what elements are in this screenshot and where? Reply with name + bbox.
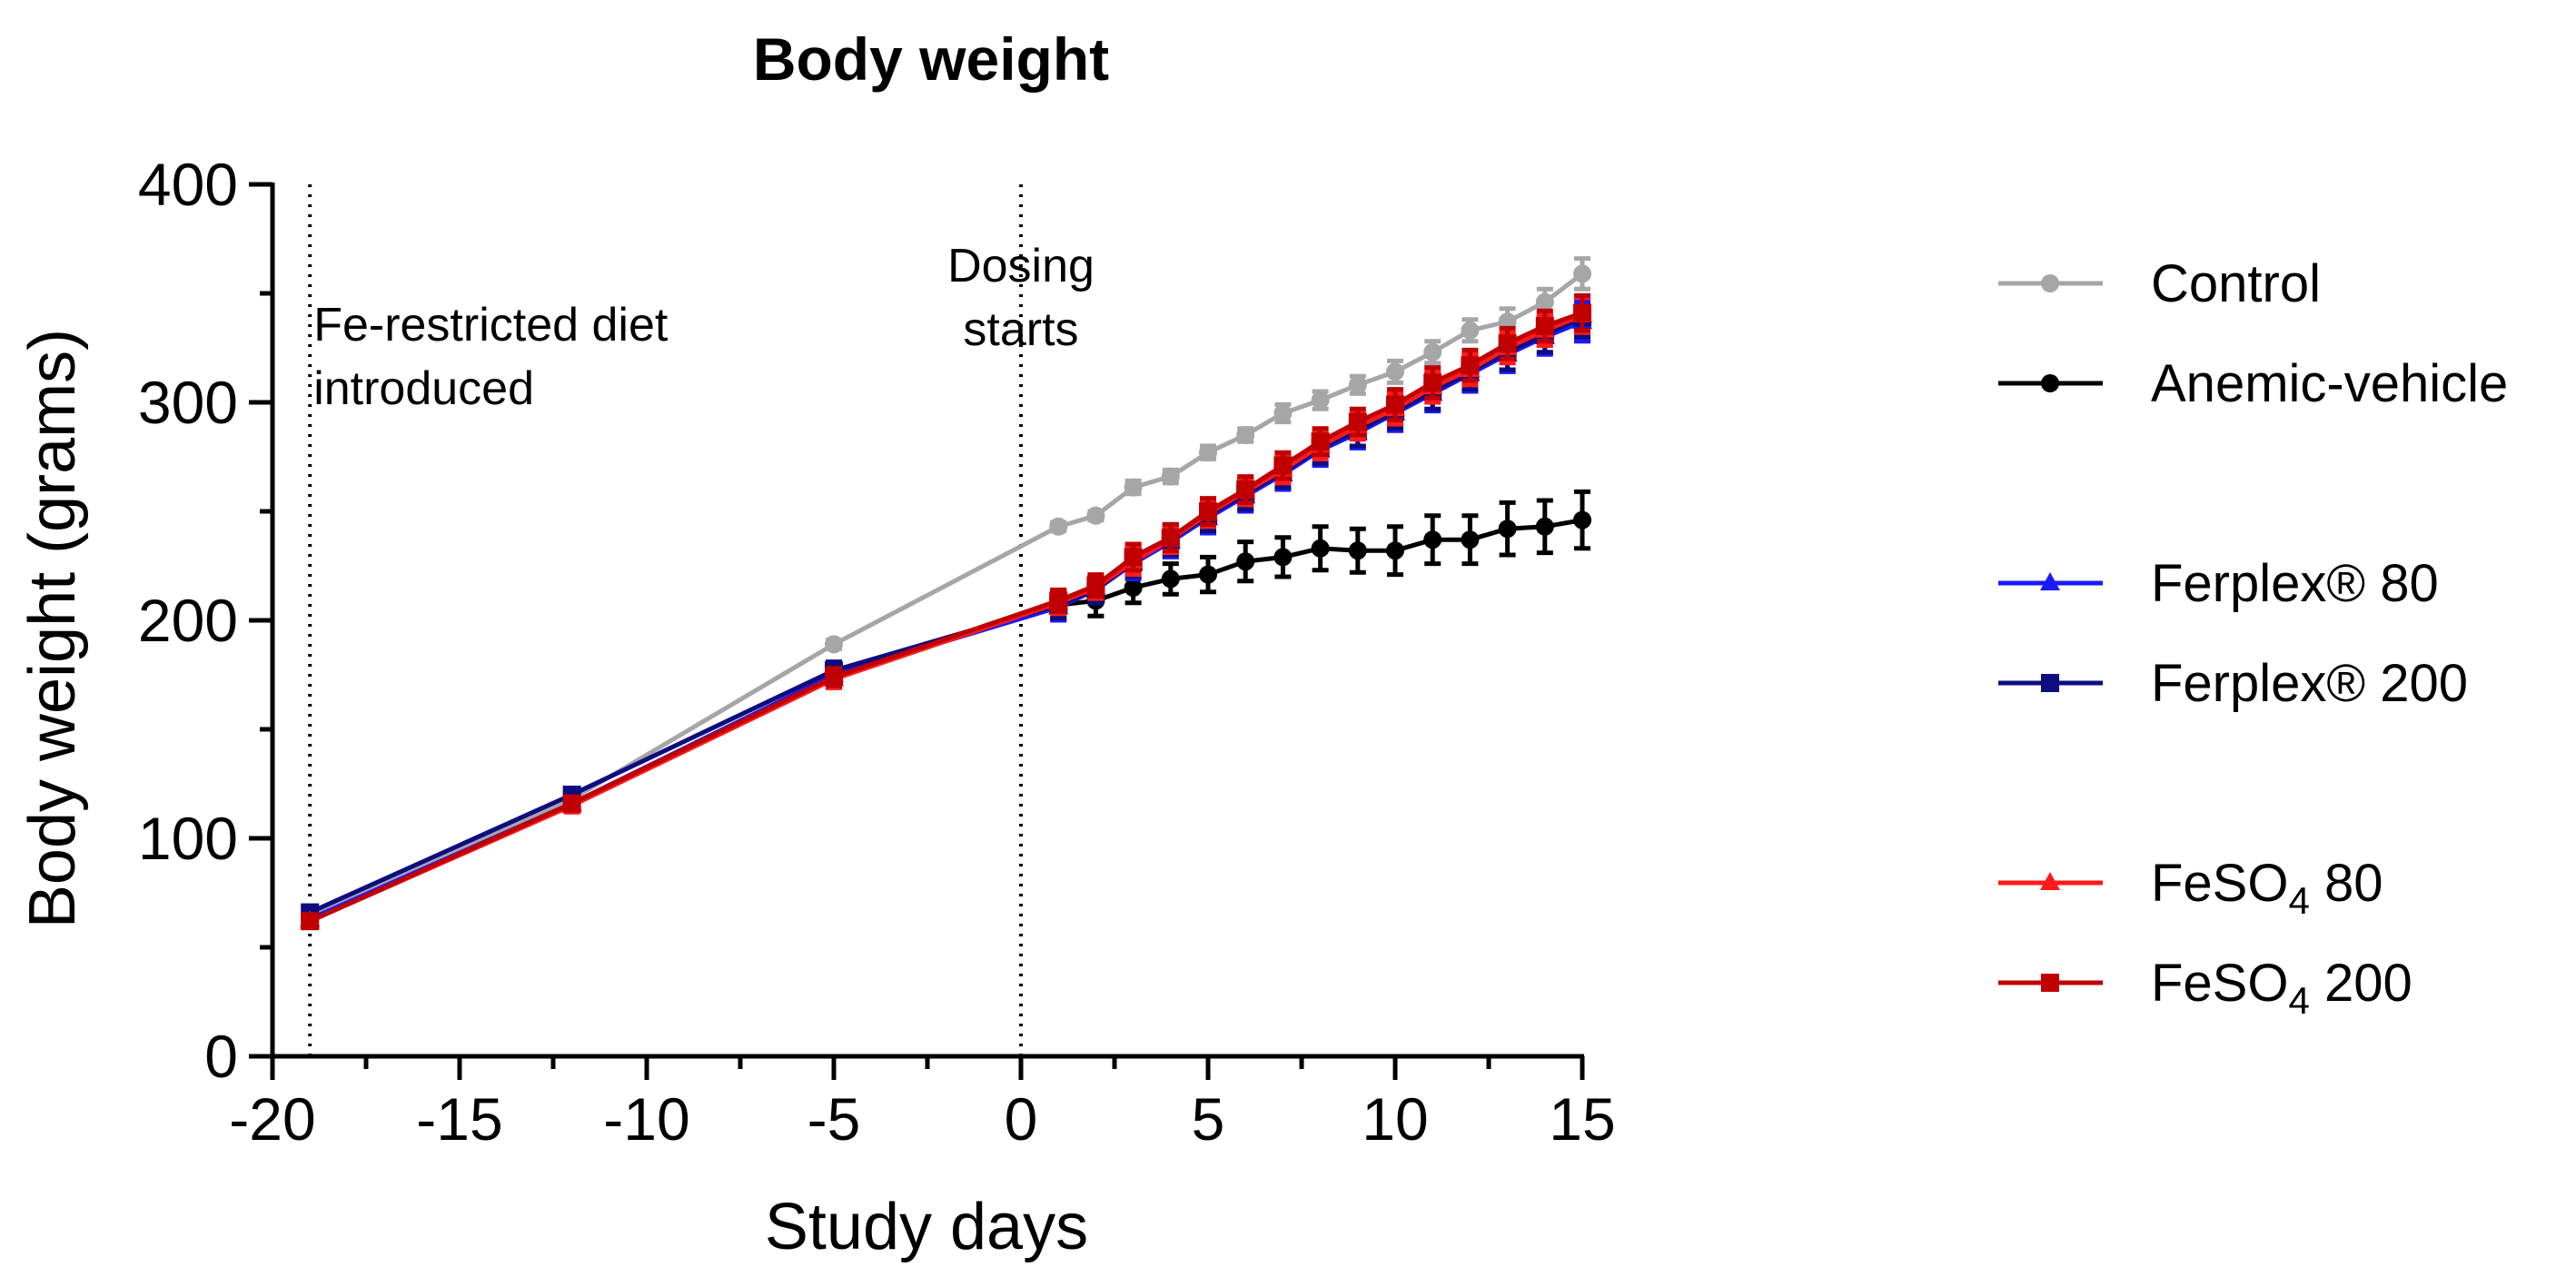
legend-swatch-marker (2040, 572, 2060, 590)
legend-swatch-marker (2041, 974, 2059, 992)
legend-item: FeSO4 200 (1998, 954, 2413, 1022)
data-point (1348, 541, 1367, 560)
data-point (1236, 426, 1255, 444)
data-point (1311, 432, 1330, 451)
data-point (1124, 478, 1143, 497)
y-tick-label: 400 (138, 151, 238, 218)
data-point (1535, 517, 1554, 536)
plot-marks (300, 256, 1592, 931)
y-tick-label: 200 (138, 587, 238, 654)
data-point (1498, 520, 1517, 539)
data-point (1311, 391, 1330, 410)
annotation-text: introduced (313, 362, 534, 415)
data-point (1348, 375, 1367, 394)
data-point (825, 668, 843, 687)
data-point (1573, 264, 1591, 283)
data-point (1086, 576, 1105, 595)
data-point (1311, 539, 1330, 558)
legend-item: Ferplex® 80 (1998, 554, 2439, 613)
series-feso4-200 (301, 292, 1591, 931)
data-point (1049, 591, 1068, 610)
data-point (1423, 530, 1442, 549)
data-point (1573, 303, 1591, 322)
legend-item: Ferplex® 200 (1998, 654, 2468, 713)
data-point (301, 912, 320, 931)
data-point (1386, 395, 1404, 414)
data-point (1423, 373, 1442, 392)
y-tick-label: 0 (204, 1023, 238, 1090)
axes: 0 100 200 300 400 -20 -15 -10 -5 0 5 10 15 (138, 151, 1616, 1153)
x-tick-label: -20 (229, 1085, 315, 1153)
data-point (1199, 502, 1217, 520)
data-point (562, 794, 581, 813)
legend-label: Anemic-vehicle (2151, 354, 2508, 413)
data-point (1199, 443, 1217, 462)
data-point (1573, 510, 1591, 530)
y-tick-label: 100 (138, 805, 238, 872)
legend-label: Ferplex® 80 (2151, 554, 2439, 613)
data-point (825, 635, 843, 654)
legend-swatch-marker (2041, 374, 2059, 392)
x-tick-label: 15 (1549, 1085, 1615, 1153)
legend-swatch-marker (2041, 274, 2059, 292)
data-point (1124, 548, 1143, 567)
data-point (1535, 317, 1554, 335)
legend-swatch-marker (2041, 674, 2059, 692)
data-point (1423, 342, 1442, 361)
x-tick-label: 10 (1362, 1085, 1428, 1153)
x-tick-label: 0 (1005, 1085, 1038, 1153)
annotation-layer: Fe-restricted diet introduced Dosing starts (308, 184, 1095, 1056)
legend-item: FeSO4 80 (1998, 854, 2383, 922)
legend-item: Anemic-vehicle (1998, 354, 2508, 413)
legend: Control Anemic-vehicle Ferplex® 80 Ferplex®… (1998, 254, 2508, 1022)
data-point (1161, 528, 1180, 547)
data-point (1273, 548, 1293, 567)
data-point (1086, 506, 1105, 525)
data-point (1461, 530, 1480, 549)
annotation-text: Dosing (947, 240, 1095, 292)
legend-swatch-marker (2040, 872, 2060, 890)
data-point (1348, 412, 1367, 431)
annotation-text: Fe-restricted diet (313, 299, 669, 351)
series-control (301, 256, 1591, 926)
data-point (1124, 579, 1143, 597)
legend-item: Control (1998, 254, 2321, 313)
data-point (1535, 292, 1554, 312)
x-tick-label: 5 (1192, 1085, 1225, 1153)
data-point (1161, 467, 1180, 486)
data-point (1386, 362, 1404, 381)
series-anemic-vehicle (1049, 489, 1591, 621)
data-point (1461, 321, 1480, 340)
x-tick-label: -10 (603, 1085, 689, 1153)
legend-label: FeSO4 80 (2151, 854, 2383, 922)
y-axis-label: Body weight (grams) (16, 329, 89, 928)
data-point (1049, 517, 1068, 536)
y-tick-label: 300 (138, 369, 238, 436)
data-point (1273, 456, 1293, 475)
legend-label: Ferplex® 200 (2151, 654, 2468, 713)
data-point (1461, 356, 1480, 375)
legend-label: Control (2151, 254, 2321, 313)
x-tick-label: -5 (807, 1085, 861, 1153)
x-axis-label: Study days (765, 1191, 1088, 1263)
data-point (1386, 541, 1404, 560)
data-point (1236, 480, 1255, 499)
x-tick-label: -15 (416, 1085, 502, 1153)
annotation-text: starts (963, 303, 1078, 356)
data-point (1236, 552, 1255, 571)
legend-label: FeSO4 200 (2151, 954, 2413, 1022)
data-point (1498, 334, 1517, 353)
data-point (1199, 565, 1217, 584)
data-point (1273, 404, 1293, 422)
chart-title: Body weight (753, 25, 1109, 93)
data-point (1161, 569, 1180, 589)
